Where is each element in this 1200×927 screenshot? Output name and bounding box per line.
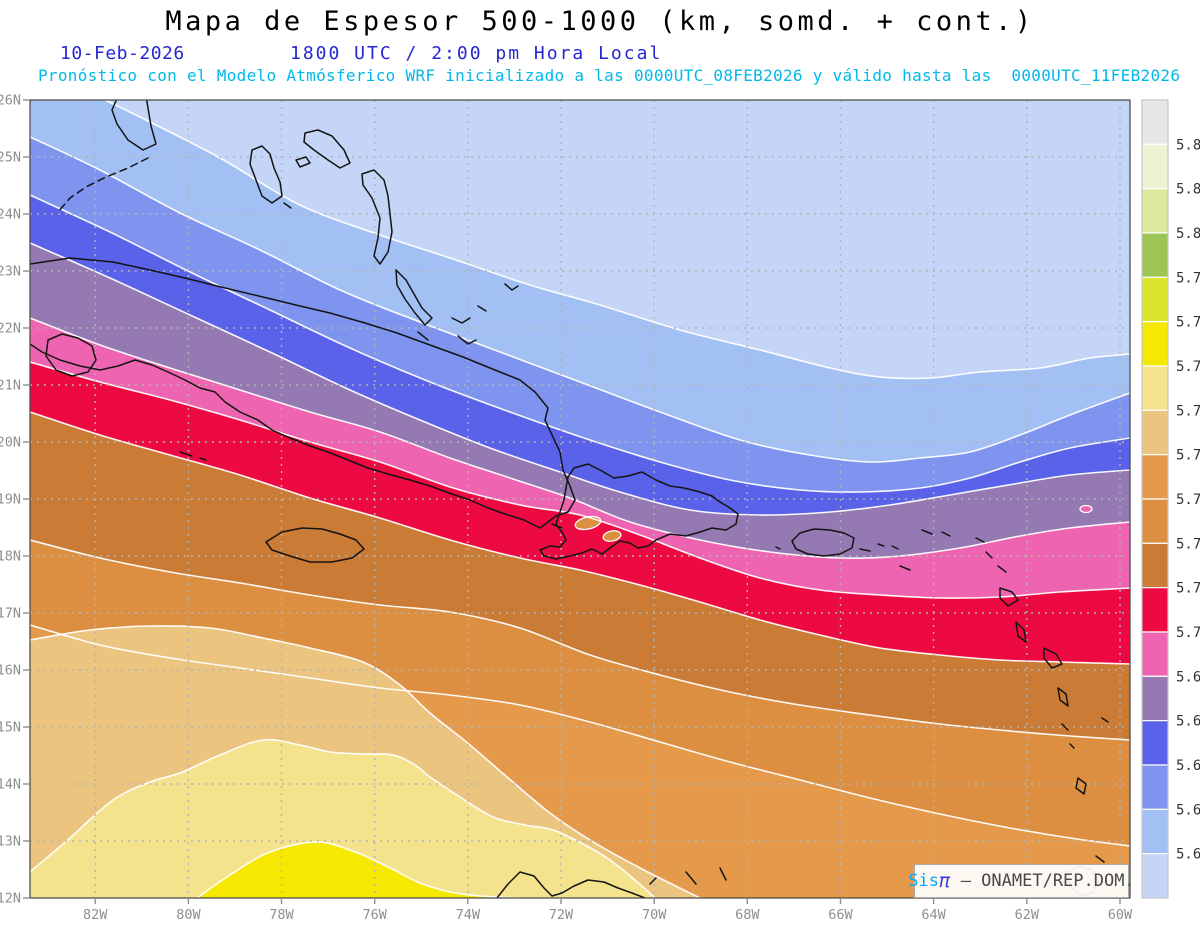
- lat-label: 16N: [0, 663, 21, 679]
- lon-label: 68W: [735, 907, 760, 923]
- lat-label: 14N: [0, 777, 21, 793]
- colorbar-label: 5.652: [1176, 802, 1200, 818]
- colorbar-cell: [1141, 764, 1169, 810]
- colorbar-label: 5.712: [1176, 581, 1200, 597]
- colorbar-cell: [1141, 853, 1169, 899]
- lat-label: 26N: [0, 93, 21, 109]
- colorbar-label: 5.64: [1176, 847, 1200, 863]
- colorbar-cell: [1141, 675, 1169, 722]
- colorbar-label: 5.772: [1176, 359, 1200, 375]
- lat-label: 15N: [0, 720, 21, 736]
- lat-label: 23N: [0, 264, 21, 280]
- lat-label: 25N: [0, 150, 21, 166]
- colorbar-label: 5.831: [1176, 137, 1200, 153]
- lon-label: 80W: [176, 907, 201, 923]
- watermark-brand: Sis: [908, 871, 940, 891]
- colorbar-label: 5.736: [1176, 492, 1200, 508]
- lat-label: 24N: [0, 207, 21, 223]
- forecast-note: Pronóstico con el Modelo Atmósferico WRF…: [38, 66, 1181, 85]
- lon-label: 62W: [1015, 907, 1040, 923]
- colorbar-cell: [1141, 720, 1169, 766]
- page-title: Mapa de Espesor 500-1000 (km, somd. + co…: [165, 6, 1035, 37]
- colorbar-label: 5.795: [1176, 270, 1200, 286]
- lon-label: 70W: [642, 907, 667, 923]
- lon-axis: 82W 80W 78W 76W 74W 72W 70W 68W 66W 64W 62W 60W: [83, 898, 1133, 923]
- colorbar-cell: [1141, 232, 1169, 278]
- watermark-pi-icon: π: [939, 870, 951, 892]
- contour-field: [30, 100, 1130, 898]
- colorbar-cell: [1141, 365, 1169, 411]
- lat-label: 17N: [0, 606, 21, 622]
- lat-label: 13N: [0, 834, 21, 850]
- lat-label: 12N: [0, 891, 21, 907]
- lat-label: 22N: [0, 321, 21, 337]
- colorbar-label: 5.783: [1176, 315, 1200, 331]
- lon-label: 64W: [921, 907, 946, 923]
- lon-label: 78W: [269, 907, 294, 923]
- colorbar-cell: [1141, 143, 1169, 190]
- colorbar-cell: [1141, 454, 1169, 500]
- colorbar-cell: [1141, 587, 1169, 633]
- lat-label: 21N: [0, 378, 21, 394]
- coastlines: [30, 100, 1109, 898]
- colorbar-label: 5.7: [1176, 625, 1200, 641]
- colorbar-cell: [1141, 99, 1169, 145]
- colorbar-cell: [1141, 542, 1169, 589]
- colorbar-label: 5.724: [1176, 536, 1200, 552]
- colorbar-cell: [1141, 276, 1169, 323]
- lon-label: 60W: [1108, 907, 1133, 923]
- lon-label: 66W: [828, 907, 853, 923]
- colorbar-label: 5.688: [1176, 669, 1200, 685]
- lat-label: 19N: [0, 492, 21, 508]
- lat-label: 18N: [0, 549, 21, 565]
- lon-label: 74W: [456, 907, 481, 923]
- lat-label: 20N: [0, 435, 21, 451]
- lon-label: 82W: [83, 907, 108, 923]
- lat-axis: 26N 25N 24N 23N 22N 21N 20N 19N 18N 17N 16N 15N 14N 1…: [0, 93, 30, 907]
- lon-label: 76W: [363, 907, 388, 923]
- colorbar-label: 5.76: [1176, 403, 1200, 419]
- colorbar: 5.831 5.819 5.807 5.795 5.783 5.772 5.76 5.748 5…: [1141, 99, 1200, 899]
- date-label: 10-Feb-2026: [60, 43, 185, 64]
- watermark: Sis π – ONAMET/REP.DOM.: [908, 864, 1135, 898]
- colorbar-label: 5.748: [1176, 448, 1200, 464]
- colorbar-label: 5.807: [1176, 226, 1200, 242]
- graticule: [30, 100, 1130, 898]
- time-label: 1800 UTC / 2:00 pm Hora Local: [290, 43, 663, 64]
- colorbar-cell: [1141, 631, 1169, 677]
- colorbar-cell: [1141, 498, 1169, 544]
- colorbar-label: 5.676: [1176, 714, 1200, 730]
- colorbar-label: 5.819: [1176, 182, 1200, 198]
- colorbar-cell: [1141, 321, 1169, 367]
- colorbar-cell: [1141, 188, 1169, 234]
- colorbar-label: 5.664: [1176, 758, 1200, 774]
- lon-label: 72W: [549, 907, 574, 923]
- watermark-org: – ONAMET/REP.DOM.: [950, 871, 1135, 891]
- colorbar-cell: [1141, 808, 1169, 855]
- colorbar-cell: [1141, 409, 1169, 456]
